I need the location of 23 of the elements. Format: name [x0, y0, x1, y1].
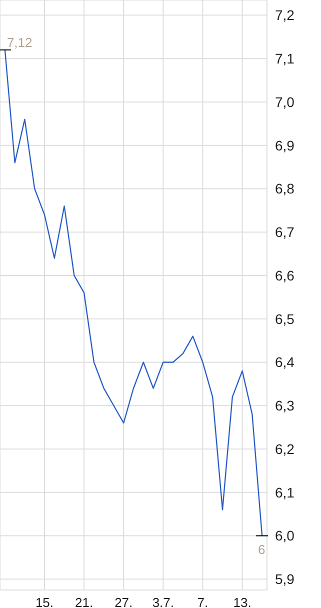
y-tick-label: 7,2 — [275, 7, 295, 24]
y-tick-label: 6,1 — [275, 484, 295, 500]
y-tick-label: 6,2 — [275, 440, 295, 457]
y-tick-label: 7,1 — [275, 50, 295, 67]
line-series — [4, 49, 263, 536]
y-tick-label: 6,9 — [275, 137, 295, 154]
y-tick-label: 6,5 — [275, 310, 295, 327]
y-tick-label: 5,9 — [275, 571, 295, 588]
x-tick-label: 15. — [35, 595, 54, 608]
x-tick-label: 13. — [233, 595, 252, 608]
y-tick-label: 6,3 — [275, 398, 295, 414]
x-tick-label: 3.7. — [152, 595, 174, 608]
y-tick-label: 6,0 — [275, 528, 295, 544]
data-label: 6 — [258, 542, 266, 557]
x-tick-label: 21. — [75, 595, 94, 608]
x-tick-label: 7. — [197, 595, 208, 608]
y-tick-label: 7,0 — [275, 94, 295, 110]
y-tick-label: 6,4 — [275, 354, 295, 370]
y-tick-label: 6,7 — [275, 224, 295, 240]
y-tick-label: 6,6 — [275, 267, 295, 284]
data-label: 7,12 — [6, 34, 32, 50]
x-tick-label: 27. — [114, 595, 133, 608]
y-tick-label: 6,8 — [275, 180, 295, 197]
